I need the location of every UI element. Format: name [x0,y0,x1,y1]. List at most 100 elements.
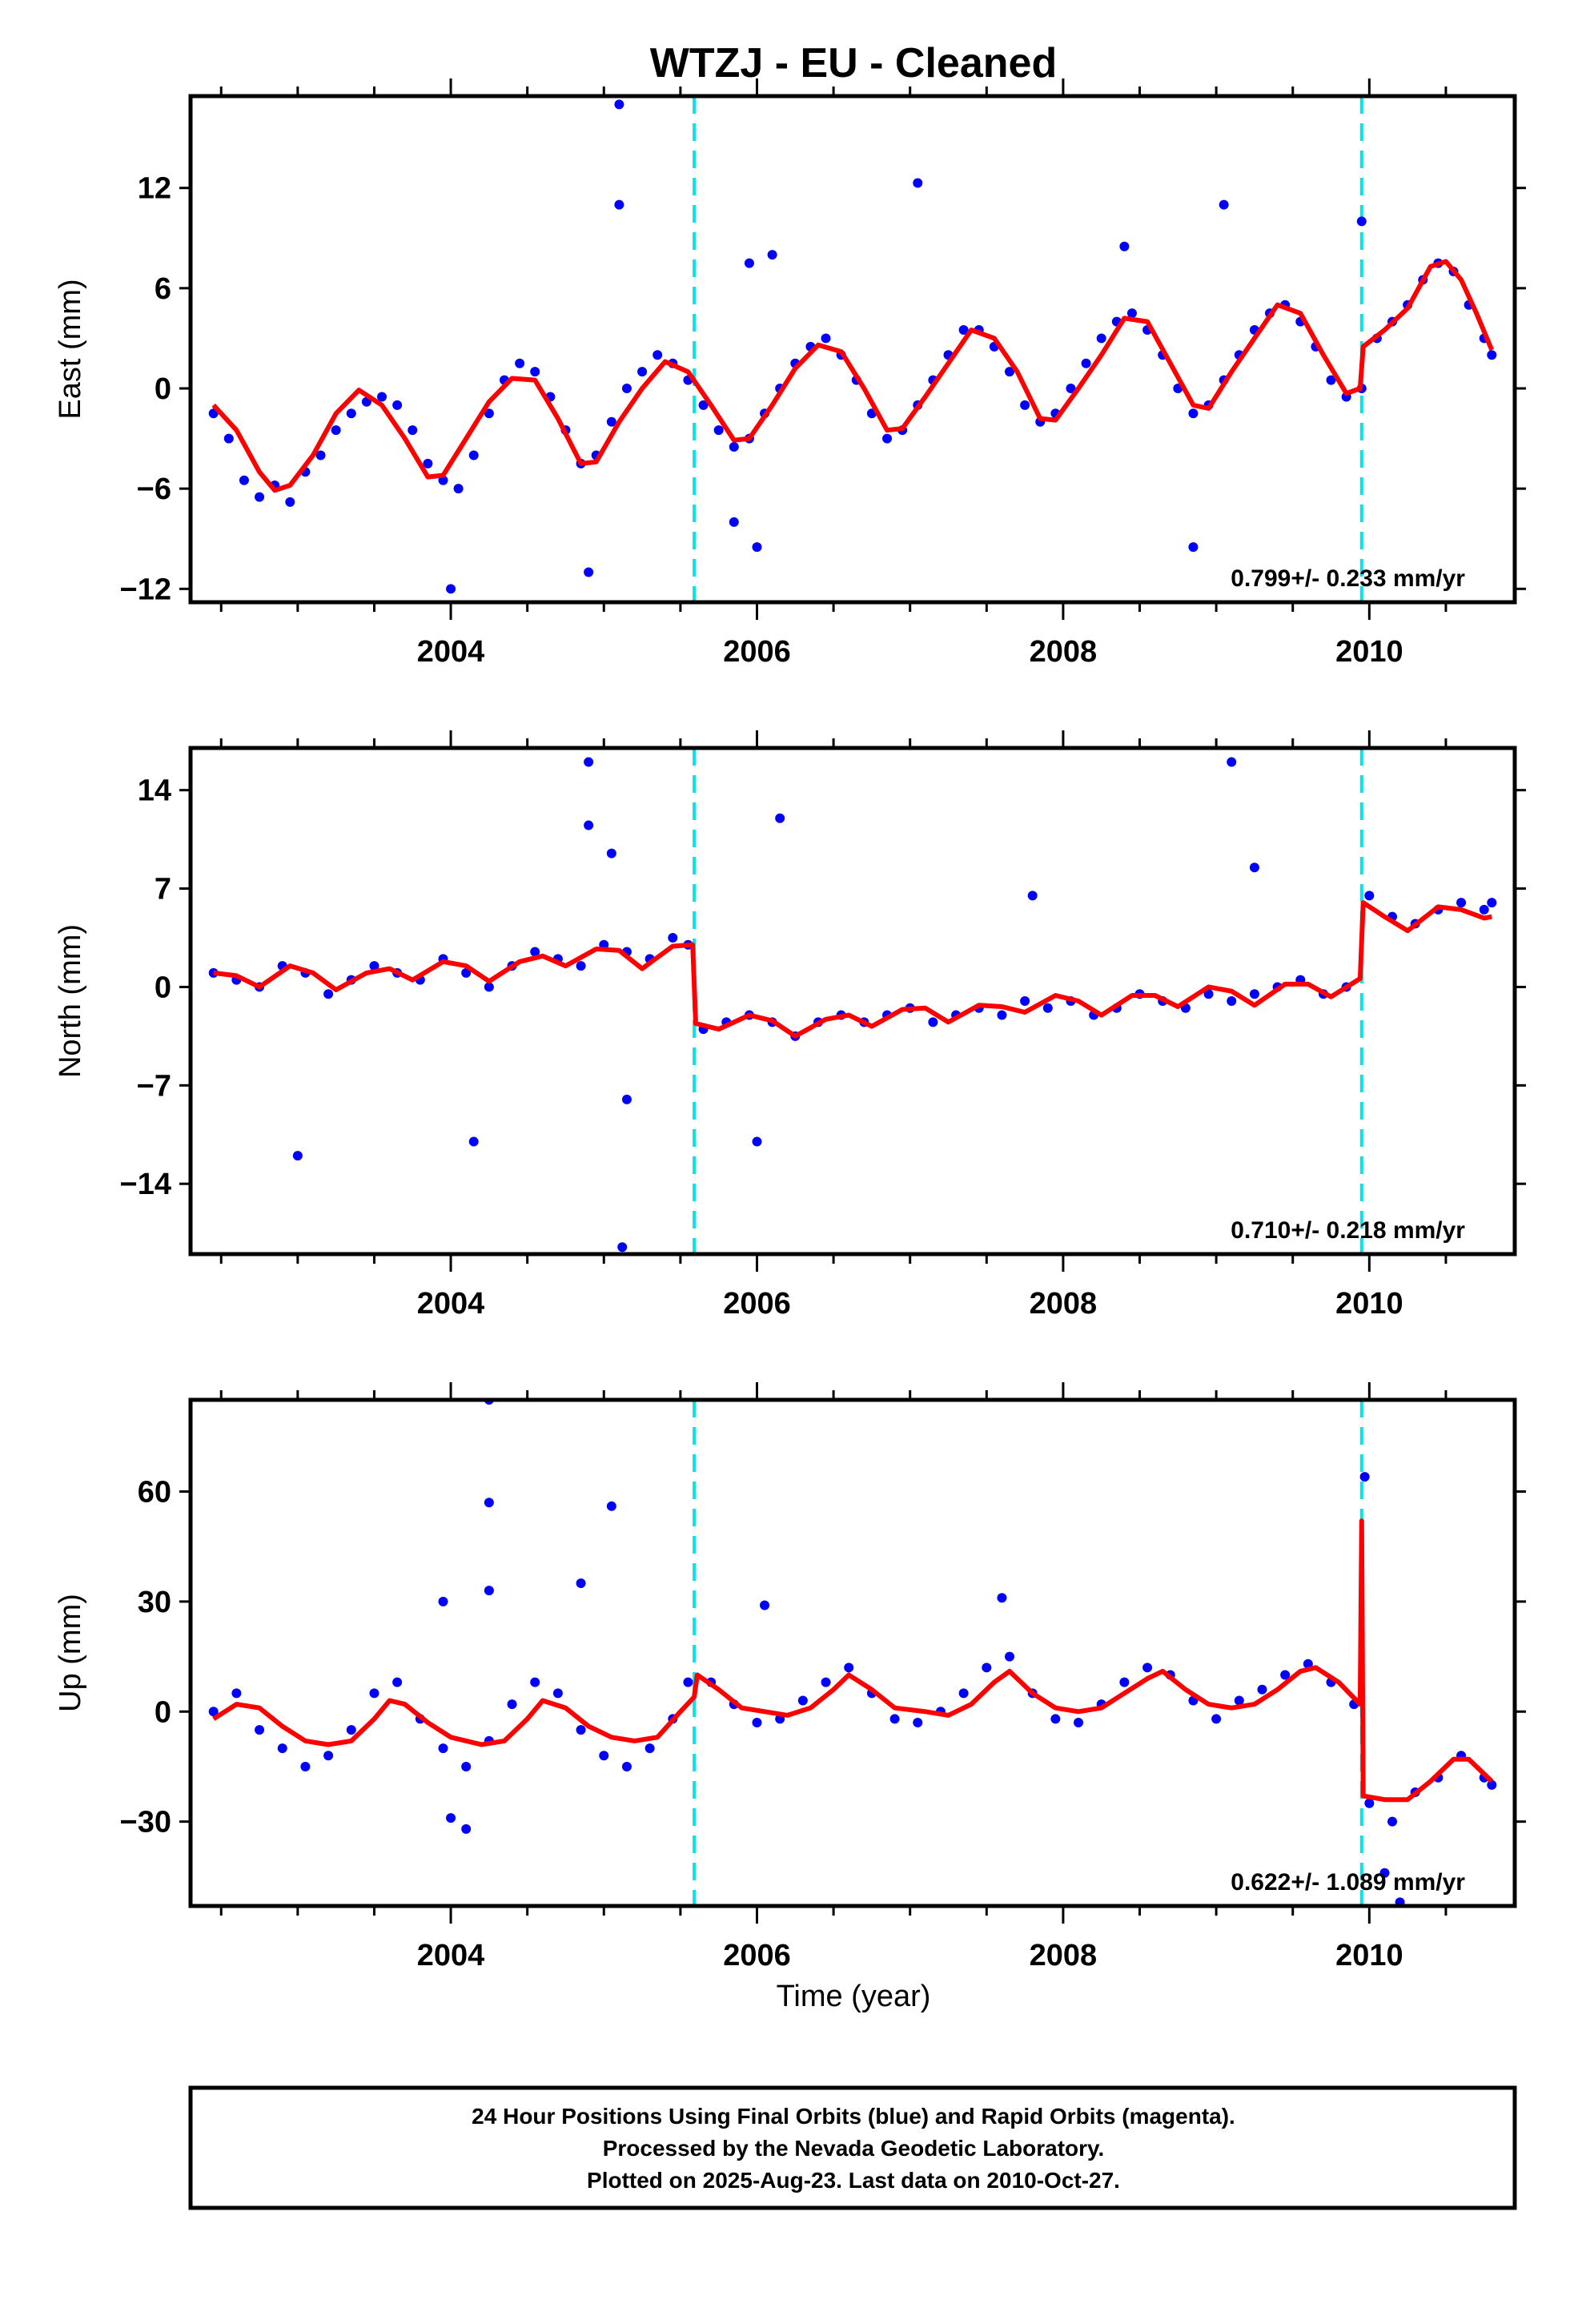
data-point [1020,400,1030,410]
data-point [1188,408,1199,419]
data-point [369,1688,379,1699]
data-point [599,1751,609,1761]
data-point [423,458,433,468]
data-point [889,1714,900,1724]
data-point [239,475,249,485]
data-point [484,408,494,419]
data-point [223,433,234,444]
caption-line-3: Plotted on 2025-Aug-23. Last data on 201… [587,2168,1120,2193]
data-point [1487,898,1497,908]
data-point [1020,996,1030,1006]
plot-frame [188,94,1517,605]
data-point [760,1600,770,1610]
data-point [461,967,472,978]
data-point [652,350,663,360]
data-point [614,199,624,210]
data-point [1379,1868,1390,1878]
data-point [997,1593,1007,1603]
data-point [392,400,403,410]
data-point [1227,757,1237,767]
data-point [698,400,709,410]
data-point [621,1761,632,1771]
data-point [637,367,648,377]
data-point [1081,358,1091,368]
data-point [982,1663,992,1673]
data-point [1119,1677,1130,1687]
x-tick-label: 2004 [417,1287,485,1321]
data-point [346,408,356,419]
data-point [392,1677,403,1687]
data-point [515,358,525,368]
x-tick-label: 2008 [1030,1287,1098,1321]
rate-label: 0.710+/- 0.218 mm/yr [1231,1217,1465,1244]
data-point [1356,216,1367,227]
data-point [744,258,754,268]
data-point [255,1725,265,1735]
data-point [1303,1659,1313,1669]
data-point [323,1751,334,1761]
y-axis-label: East (mm) [54,279,87,419]
data-point [484,1586,494,1596]
data-point [507,1699,517,1710]
data-point [461,1823,472,1834]
data-point [683,1677,693,1687]
data-point [584,567,594,577]
y-axis-label: North (mm) [54,924,87,1078]
data-point [323,989,334,999]
data-point [752,1136,762,1147]
x-tick-label: 2008 [1030,1939,1098,1972]
data-point [584,757,594,767]
y-tick-label: 30 [138,1586,171,1619]
data-point [277,1743,287,1754]
data-point [208,1707,219,1717]
plot-area [208,1400,1497,1906]
data-point [1479,904,1489,915]
data-point [958,325,969,336]
data-point [1126,308,1137,319]
data-point [484,1498,494,1508]
y-tick-label: −30 [120,1806,171,1839]
rate-label: 0.799+/- 0.233 mm/yr [1231,565,1465,592]
y-tick-label: 0 [155,971,171,1004]
data-point [1074,1718,1084,1728]
data-point [1050,1714,1061,1724]
plot-frame [188,746,1517,1256]
data-point [369,961,379,971]
data-point [821,333,831,344]
data-point [1203,989,1214,999]
data-point [453,484,464,494]
data-point [468,450,479,460]
data-point [377,392,387,402]
data-point [346,1725,356,1735]
data-point [584,820,594,830]
data-point [1004,1651,1014,1662]
y-tick-label: 7 [155,873,171,907]
y-tick-label: 0 [155,1695,171,1729]
data-point [315,450,326,460]
y-tick-label: −6 [137,472,171,506]
x-tick-label: 2010 [1335,1939,1403,1972]
y-tick-label: 0 [155,372,171,406]
data-point [844,1663,854,1673]
panels: −12 −6 0 6 12 2004 2006 2008 2010 East (mm) 0.799+… [54,78,1526,1972]
caption-line-1: 24 Hour Positions Using Final Orbits (bl… [472,2104,1235,2129]
data-point [821,1677,831,1687]
data-point [1280,1670,1291,1680]
data-point [484,982,494,992]
data-point [1211,1714,1222,1724]
data-point [576,961,586,971]
y-tick-label: −14 [120,1168,171,1201]
data-point [729,517,739,527]
chart-title: WTZJ - EU - Cleaned [650,40,1057,86]
data-point [1004,367,1014,377]
data-point [530,367,540,377]
data-point [606,1501,616,1511]
data-point [913,178,923,188]
data-point [1326,375,1336,385]
data-point [1042,1003,1053,1013]
data-point [285,497,295,507]
x-tick-label: 2006 [723,635,791,669]
data-point [1227,996,1237,1006]
data-point [530,947,540,957]
